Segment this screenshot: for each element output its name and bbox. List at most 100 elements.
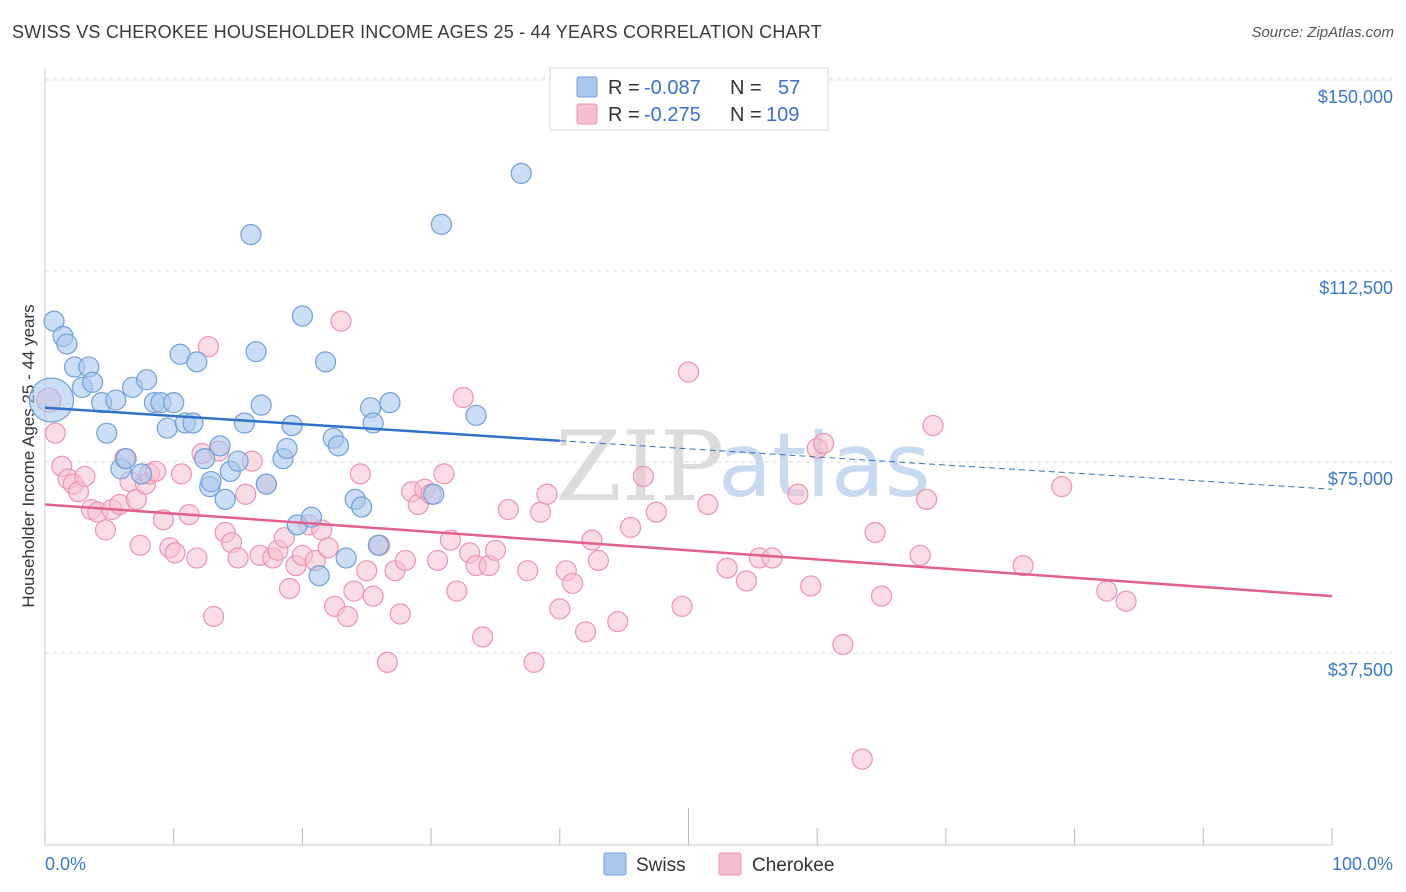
swiss-point: [200, 470, 222, 493]
cherokee-point: [426, 549, 449, 572]
cherokee-point: [356, 560, 378, 582]
cherokee-point: [870, 585, 893, 607]
cherokee-point: [619, 516, 642, 538]
swiss-point: [214, 488, 236, 510]
y-tick-label-112500: $112,500: [1319, 278, 1393, 298]
bottom-legend-cherokee-swatch: [718, 852, 742, 876]
cherokee-point: [394, 549, 416, 572]
legend-cherokee-swatch: [576, 103, 598, 125]
cherokee-point: [864, 521, 886, 544]
swiss-point: [276, 437, 298, 460]
swiss-trendline: [44, 406, 560, 443]
cherokee-point: [607, 611, 629, 633]
swiss-point: [193, 448, 216, 470]
y-tick-labels: $37,500 $75,000 $112,500 $150,000: [1318, 87, 1393, 680]
legend-swiss-n-label: N =: [730, 77, 762, 99]
x-tick-label-start: 0.0%: [45, 854, 86, 874]
bottom-legend-swiss-swatch: [603, 852, 627, 876]
swiss-point: [130, 463, 153, 485]
swiss-point: [209, 435, 231, 457]
cherokee-point: [227, 547, 249, 569]
y-tick-label-75000: $75,000: [1328, 469, 1393, 489]
cherokee-point: [186, 547, 208, 569]
swiss-point: [379, 392, 401, 414]
cherokee-point: [735, 570, 758, 592]
swiss-point: [245, 341, 267, 363]
swiss-point: [510, 162, 532, 185]
cherokee-point: [832, 633, 854, 656]
swiss-point: [430, 213, 452, 235]
cherokee-point: [235, 483, 257, 505]
cherokee-point: [787, 483, 809, 505]
chart-title: SWISS VS CHEROKEE HOUSEHOLDER INCOME AGE…: [12, 22, 822, 42]
cherokee-point: [922, 414, 944, 437]
cherokee-point: [152, 509, 175, 531]
swiss-point: [255, 473, 277, 495]
bottom-legend: Swiss Cherokee: [603, 852, 834, 876]
cherokee-point: [376, 651, 398, 673]
cherokee-point: [536, 483, 558, 505]
swiss-point: [314, 351, 337, 373]
swiss-point: [233, 412, 256, 434]
cherokee-point: [129, 534, 151, 556]
cherokee-point: [909, 544, 931, 567]
swiss-point: [136, 369, 158, 391]
legend-swiss-n-value: 57: [778, 77, 800, 99]
y-tick-label-37500: $37,500: [1328, 660, 1393, 680]
cherokee-point: [800, 575, 822, 597]
swiss-point: [82, 371, 104, 393]
swiss-point: [96, 422, 118, 444]
cherokee-point: [562, 572, 584, 595]
x-tick-label-end: 100.0%: [1332, 854, 1393, 874]
cherokee-point: [94, 519, 117, 541]
legend-swiss-swatch: [576, 76, 598, 98]
trendlines: [44, 406, 1333, 598]
swiss-point: [327, 435, 350, 457]
swiss-point: [105, 389, 127, 411]
swiss-point: [227, 450, 249, 472]
swiss-point: [291, 305, 313, 327]
cherokee-point: [677, 361, 700, 383]
legend-swiss-r-label: R =: [608, 77, 640, 99]
cherokee-point: [851, 748, 873, 770]
cherokee-point: [484, 539, 507, 561]
cherokee-point: [273, 526, 295, 549]
cherokee-point: [164, 542, 186, 564]
swiss-point: [281, 414, 303, 437]
cherokee-point: [581, 529, 603, 551]
swiss-point: [250, 394, 272, 416]
cherokee-points: [36, 310, 1137, 770]
cherokee-point: [44, 422, 66, 444]
cherokee-point: [523, 651, 545, 673]
swiss-point: [163, 392, 185, 414]
cherokee-point: [1115, 590, 1137, 612]
cherokee-point: [697, 493, 719, 516]
cherokee-point: [716, 557, 738, 579]
swiss-point: [351, 496, 373, 518]
cherokee-point: [574, 621, 597, 643]
cherokee-point: [1012, 554, 1034, 577]
cherokee-point: [671, 595, 693, 617]
legend-cherokee-n-value: 109: [766, 104, 799, 126]
swiss-point: [423, 483, 445, 505]
cherokee-point: [1051, 476, 1073, 498]
cherokee-point: [452, 386, 474, 409]
cherokee-point: [471, 626, 494, 648]
cherokee-point: [915, 488, 938, 510]
legend: R = -0.087 N = 57 R = -0.275 N = 109: [549, 67, 829, 131]
bottom-legend-cherokee-label: Cherokee: [752, 855, 834, 876]
cherokee-point: [330, 310, 352, 332]
cherokee-point: [197, 335, 220, 358]
legend-cherokee-r-label: R =: [608, 104, 640, 126]
cherokee-point: [446, 580, 468, 602]
watermark-atlas: atlas: [718, 414, 931, 517]
cherokee-point: [549, 598, 571, 620]
cherokee-point: [632, 465, 655, 488]
cherokee-point: [317, 537, 339, 559]
cherokee-point: [343, 580, 365, 602]
swiss-point: [56, 333, 78, 355]
swiss-point: [465, 404, 487, 426]
cherokee-point: [1096, 580, 1118, 602]
cherokee-point: [278, 577, 301, 600]
